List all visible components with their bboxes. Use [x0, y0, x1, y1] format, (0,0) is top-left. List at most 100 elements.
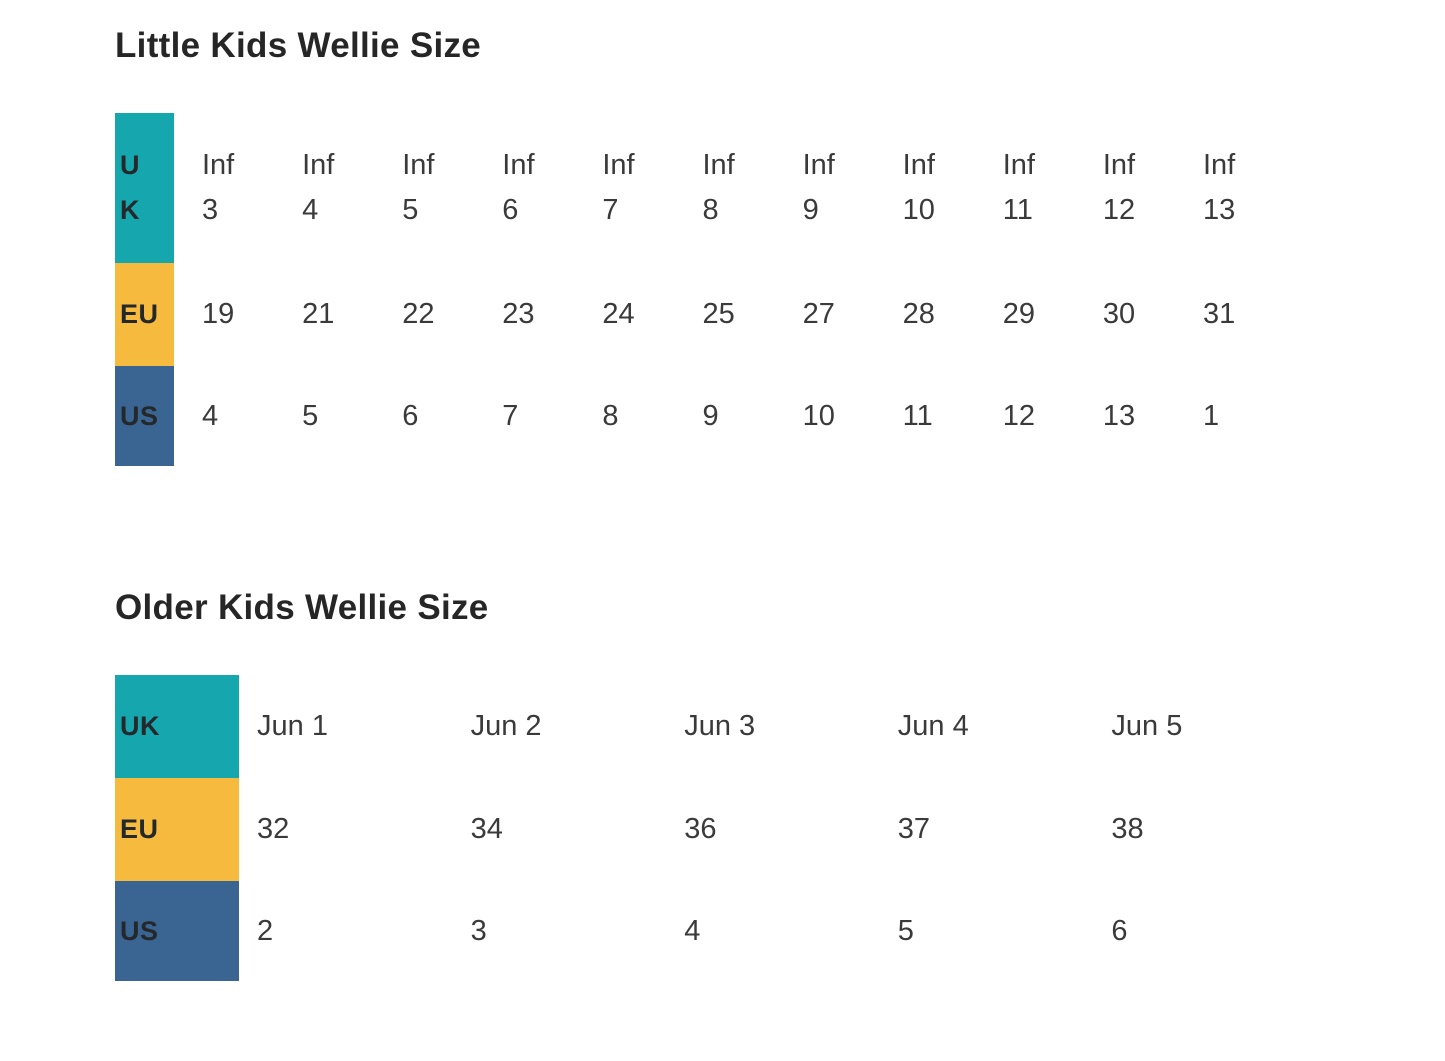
size-value-cell: 7	[474, 366, 574, 466]
older-kids-row-uk: UK Jun 1 Jun 2 Jun 3 Jun 4 Jun 5	[115, 675, 1307, 778]
little-kids-row-us: US 4 5 6 7 8 9 10 11 12 13 1	[115, 366, 1275, 466]
region-label-eu: EU	[115, 778, 239, 881]
cell-text-line: 29	[1002, 298, 1036, 330]
cell-text-line: Inf	[1202, 149, 1236, 181]
cell-text-line: 4	[302, 194, 319, 226]
cell-text-line: 25	[702, 298, 735, 330]
size-value-cell: Inf 11	[975, 113, 1075, 263]
cell-text-line: 27	[802, 298, 835, 330]
cell-text-line: Inf	[502, 149, 535, 181]
older-kids-title: Older Kids Wellie Size	[115, 588, 489, 627]
cell-text-line: 5	[897, 914, 914, 947]
size-value-cell: 22	[374, 263, 474, 366]
cell-text-line: 31	[1202, 298, 1236, 330]
cell-text-line: 10	[802, 399, 835, 432]
older-kids-row-eu: EU 32 34 36 37 38	[115, 778, 1307, 881]
region-label-uk: UK	[115, 675, 239, 778]
size-value-cell: Inf 6	[474, 113, 574, 263]
cell-text-line: 7	[502, 399, 519, 432]
size-value-cell: Inf 8	[674, 113, 774, 263]
cell-text-line: 30	[1102, 298, 1136, 330]
cell-text-line: EU	[120, 299, 159, 329]
cell-text-line: 34	[470, 813, 503, 845]
cell-text-line: Inf	[402, 149, 435, 181]
size-value-cell: 34	[453, 778, 667, 881]
cell-text-line: Inf	[1102, 149, 1136, 181]
cell-text-line: 5	[402, 194, 419, 226]
cell-text-line: 2	[257, 914, 274, 947]
size-value-cell: 10	[775, 366, 875, 466]
size-value-cell: 38	[1093, 778, 1307, 881]
size-value-cell: 4	[174, 366, 274, 466]
size-value-cell: 8	[574, 366, 674, 466]
cell-text-line: 38	[1111, 813, 1144, 845]
cell-text-line: 10	[902, 194, 935, 226]
size-value-cell: Inf 4	[274, 113, 374, 263]
size-value-cell: 2	[239, 881, 453, 981]
size-value-cell: 1	[1175, 366, 1275, 466]
cell-text-line: 23	[502, 298, 535, 330]
size-value-cell: 5	[274, 366, 374, 466]
cell-text-line: 3	[470, 914, 487, 947]
little-kids-row-uk: U K Inf 3 Inf 4 Inf 5 Inf 6 Inf 7 Inf 8 Inf 9 Inf 10 Inf 11…	[115, 113, 1275, 263]
size-value-cell: 37	[880, 778, 1094, 881]
size-value-cell: 25	[674, 263, 774, 366]
cell-text-line: 24	[602, 298, 635, 330]
region-label-eu: EU	[115, 263, 174, 366]
cell-text-line: 12	[1002, 399, 1036, 432]
cell-text-line: 9	[702, 399, 719, 432]
cell-text-line: 1	[1202, 399, 1220, 432]
section-older-kids: Older Kids Wellie Size UK Jun 1 Jun 2 Jun 3…	[115, 590, 1445, 981]
cell-text-line: Inf	[902, 149, 935, 181]
size-value-cell: 21	[274, 263, 374, 366]
size-value-cell: Jun 2	[453, 675, 667, 778]
cell-text-line: 36	[684, 813, 717, 845]
size-value-cell: 29	[975, 263, 1075, 366]
size-value-cell: 9	[674, 366, 774, 466]
little-kids-size-table: U K Inf 3 Inf 4 Inf 5 Inf 6 Inf 7 Inf 8 Inf 9 Inf 10 Inf 11…	[115, 113, 1275, 466]
cell-text-line: Jun 1	[257, 710, 328, 742]
size-value-cell: 6	[374, 366, 474, 466]
size-value-cell: 31	[1175, 263, 1275, 366]
size-value-cell: Inf 12	[1075, 113, 1175, 263]
cell-text-line: 19	[202, 298, 235, 330]
cell-text-line: K	[120, 195, 140, 225]
cell-text-line: 12	[1102, 194, 1136, 226]
size-value-cell: Jun 4	[880, 675, 1094, 778]
cell-text-line: Inf	[602, 149, 635, 181]
cell-text-line: 22	[402, 298, 435, 330]
size-value-cell: Jun 1	[239, 675, 453, 778]
cell-text-line: US	[120, 915, 159, 946]
cell-text-line: UK	[120, 711, 160, 741]
size-value-cell: 30	[1075, 263, 1175, 366]
size-value-cell: Jun 5	[1093, 675, 1307, 778]
size-value-cell: Inf 3	[174, 113, 274, 263]
size-value-cell: 23	[474, 263, 574, 366]
size-value-cell: Inf 9	[775, 113, 875, 263]
cell-text-line: 37	[897, 813, 931, 845]
cell-text-line: 11	[902, 399, 933, 432]
size-guide-page: Little Kids Wellie Size U K Inf 3 Inf 4 Inf 5 In…	[115, 28, 1445, 981]
cell-text-line: U	[120, 150, 140, 180]
cell-text-line: 5	[302, 399, 319, 432]
cell-text-line: 28	[902, 298, 935, 330]
cell-text-line: 7	[602, 194, 619, 226]
size-value-cell: 24	[574, 263, 674, 366]
cell-text-line: 4	[202, 399, 219, 432]
size-value-cell: 13	[1075, 366, 1175, 466]
cell-text-line: 8	[702, 194, 719, 226]
size-value-cell: Inf 10	[875, 113, 975, 263]
cell-text-line: EU	[120, 814, 159, 844]
size-value-cell: 5	[880, 881, 1094, 981]
cell-text-line: 13	[1202, 194, 1236, 226]
size-value-cell: Inf 5	[374, 113, 474, 263]
older-kids-size-table: UK Jun 1 Jun 2 Jun 3 Jun 4 Jun 5 EU 32 34 36 37 38 U…	[115, 675, 1307, 981]
size-value-cell: Inf 7	[574, 113, 674, 263]
cell-text-line: Jun 4	[897, 710, 969, 742]
cell-text-line: Inf	[202, 149, 235, 181]
size-value-cell: 6	[1093, 881, 1307, 981]
size-value-cell: 36	[666, 778, 880, 881]
size-value-cell: 12	[975, 366, 1075, 466]
cell-text-line: 6	[1111, 914, 1128, 947]
